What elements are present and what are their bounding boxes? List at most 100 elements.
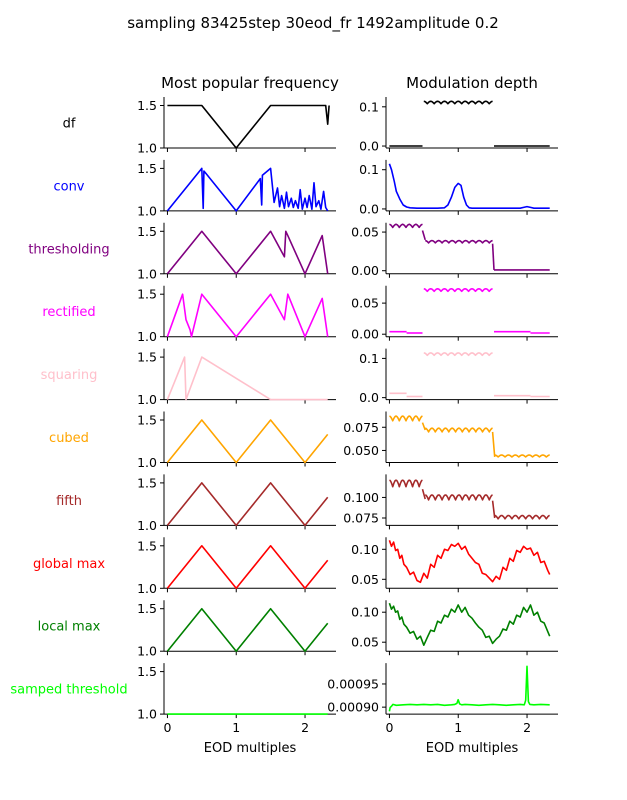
panel-depth: 0.05 0.10 (351, 537, 558, 593)
y-tick-label: 1.0 (137, 392, 157, 407)
y-tick-label: 1.0 (137, 581, 157, 596)
y-tick-label: 0.0 (359, 139, 379, 154)
x-tick-label: 0 (385, 720, 393, 735)
series-line (388, 163, 550, 209)
panel-depth: 0.00 0.05 (351, 222, 558, 278)
x-tick-label: 1 (454, 720, 462, 735)
panel-freq: 1.0 1.5 0 1 2 (137, 663, 336, 735)
series-line (388, 665, 550, 712)
series-line (167, 104, 330, 149)
series-line (388, 602, 551, 647)
y-tick-label: 0.1 (359, 351, 379, 366)
y-tick-label: 0.00 (351, 263, 379, 278)
y-tick-label: 1.5 (137, 413, 157, 428)
series-line (421, 422, 426, 431)
y-tick-label: 0.10 (351, 605, 379, 620)
series-line (423, 287, 493, 293)
row-df: df 1.0 1.5 0.0 0.1 (63, 97, 558, 156)
row-label: thresholding (28, 242, 109, 257)
panel-freq: 1.0 1.5 (137, 285, 336, 344)
y-tick-label: 0.050 (343, 443, 379, 458)
y-tick-label: 1.0 (137, 266, 157, 281)
y-tick-label: 1.0 (137, 707, 157, 722)
y-tick-label: 1.0 (137, 644, 157, 659)
series-line (424, 239, 493, 244)
y-tick-label: 0.05 (351, 296, 379, 311)
series-line (424, 427, 493, 433)
row-label: local max (38, 620, 101, 635)
row-label: df (63, 117, 76, 132)
series-line (166, 167, 329, 212)
y-tick-label: 0.1 (359, 99, 379, 114)
row-squaring: squaring 1.0 1.5 0.0 0.1 (41, 348, 558, 407)
y-tick-label: 0.00 (351, 327, 379, 342)
row-thresholding: thresholding 1.0 1.5 0.00 0.05 (28, 222, 558, 281)
y-tick-label: 1.5 (137, 224, 157, 239)
y-tick-label: 1.0 (137, 329, 157, 344)
panel-freq: 1.0 1.5 (137, 97, 336, 156)
panel-depth: 0.050 0.075 (343, 411, 558, 467)
panel-depth: 0.0 0.1 (359, 159, 558, 216)
series-line (494, 514, 551, 520)
row-label: cubed (49, 431, 89, 446)
row-conv: conv 1.0 1.5 0.0 0.1 (53, 159, 558, 218)
panel-depth: 0.00 0.05 (351, 285, 558, 342)
series-line (166, 482, 329, 527)
panel-depth: 0.05 0.10 (351, 600, 558, 656)
series-line (423, 100, 493, 105)
x-tick-label: 0 (163, 720, 171, 735)
panel-depth: 0.075 0.100 (343, 474, 558, 530)
row-label: samped threshold (10, 683, 127, 698)
y-tick-label: 1.0 (137, 141, 157, 156)
y-tick-label: 0.10 (351, 542, 379, 557)
y-tick-label: 1.5 (137, 98, 157, 113)
y-tick-label: 0.05 (351, 635, 379, 650)
series-line (166, 544, 329, 590)
y-tick-label: 1.5 (137, 538, 157, 553)
column-title-depth: Modulation depth (406, 74, 538, 92)
panel-freq: 1.0 1.5 (137, 600, 336, 659)
series-line (494, 454, 551, 458)
series-line (389, 479, 423, 488)
series-line (389, 415, 423, 422)
panel-freq: 1.0 1.5 (137, 348, 336, 407)
y-tick-label: 1.0 (137, 203, 157, 218)
panel-freq: 1.0 1.5 (137, 411, 336, 470)
row-cubed: cubed 1.0 1.5 0.050 0.075 (49, 411, 558, 470)
series-line (491, 431, 496, 457)
y-tick-label: 0.05 (351, 225, 379, 240)
row-rectified: rectified 1.0 1.5 0.00 0.05 (42, 285, 558, 344)
y-tick-label: 0.1 (359, 162, 379, 177)
row-label: squaring (41, 368, 98, 383)
column-title-frequency: Most popular frequency (161, 74, 339, 92)
y-tick-label: 1.5 (137, 601, 157, 616)
row-local-max: local max 1.0 1.5 0.05 0.10 (38, 600, 558, 659)
y-tick-label: 0.0 (359, 201, 379, 216)
y-tick-label: 0.100 (343, 490, 379, 505)
series-line (166, 293, 329, 338)
series-line (421, 230, 426, 241)
panel-depth: 0.00090 0.00095 0 1 2 (327, 663, 558, 735)
y-tick-label: 1.5 (137, 350, 157, 365)
panel-freq: 1.0 1.5 (137, 537, 336, 596)
y-tick-label: 0.075 (343, 420, 379, 435)
y-tick-label: 1.5 (137, 161, 157, 176)
series-line (491, 500, 496, 519)
figure-title: sampling 83425step 30eod_fr 1492amplitud… (127, 14, 499, 33)
y-tick-label: 0.05 (351, 572, 379, 587)
panel-depth: 0.0 0.1 (359, 348, 558, 405)
y-tick-label: 1.5 (137, 664, 157, 679)
x-tick-label: 2 (301, 720, 309, 735)
y-tick-label: 0.0 (359, 390, 379, 405)
panel-freq: 1.0 1.5 (137, 474, 336, 533)
row-global-max: global max 1.0 1.5 0.05 0.10 (33, 537, 558, 596)
series-line (166, 607, 329, 653)
panel-depth: 0.0 0.1 (359, 97, 558, 154)
series-line (166, 230, 329, 275)
series-line (166, 356, 328, 401)
x-tick-label: 1 (232, 720, 240, 735)
y-tick-label: 1.5 (137, 287, 157, 302)
y-tick-label: 0.00095 (327, 676, 379, 691)
